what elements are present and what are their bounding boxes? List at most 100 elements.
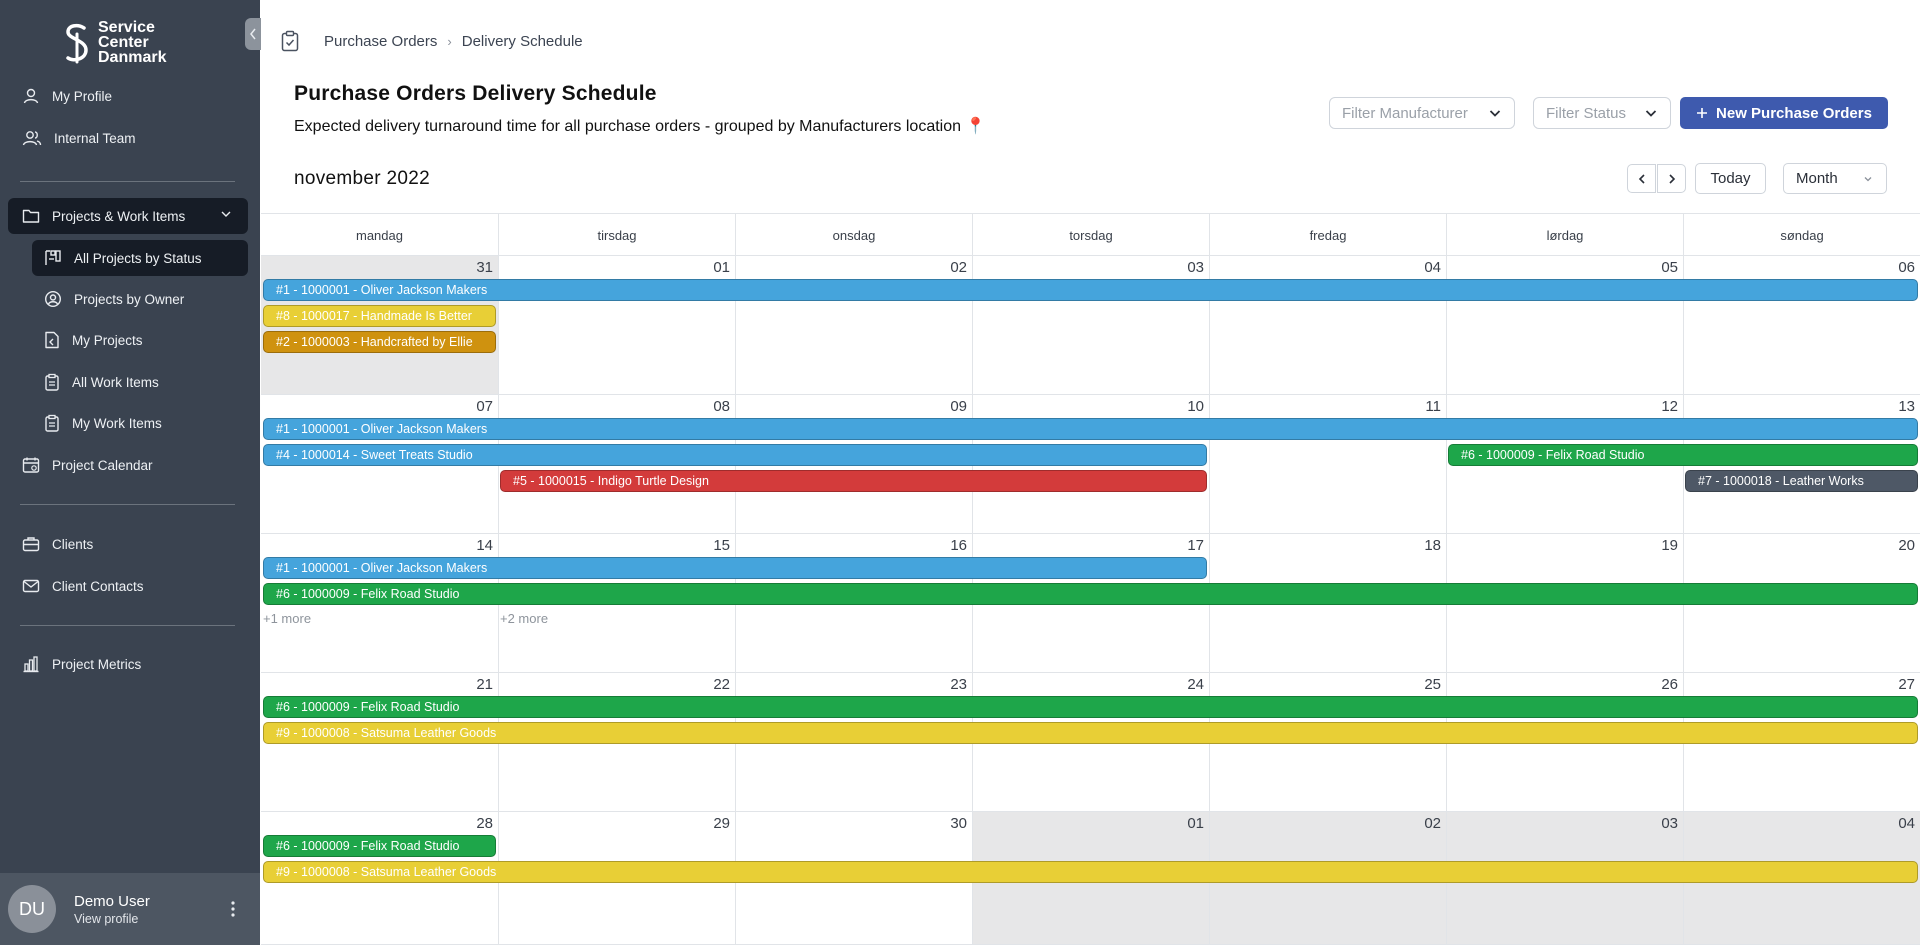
day-number[interactable]: 05 bbox=[1661, 259, 1678, 276]
sidebar-item-project-metrics[interactable]: Project Metrics bbox=[8, 646, 248, 682]
weekday-header: torsdag bbox=[972, 214, 1209, 257]
filter-manufacturer-select[interactable]: Filter Manufacturer bbox=[1329, 97, 1515, 129]
day-number[interactable]: 02 bbox=[1424, 815, 1441, 832]
day-number[interactable]: 17 bbox=[1187, 537, 1204, 554]
day-number[interactable]: 27 bbox=[1898, 676, 1915, 693]
day-number[interactable]: 14 bbox=[476, 537, 493, 554]
day-number[interactable]: 29 bbox=[713, 815, 730, 832]
calendar-next-button[interactable] bbox=[1657, 164, 1686, 193]
sidebar-item-all-projects-by-status[interactable]: All Projects by Status bbox=[32, 240, 248, 276]
sidebar-item-my-projects[interactable]: My Projects bbox=[32, 322, 248, 358]
calendar-day-cell[interactable]: 02 bbox=[735, 256, 972, 395]
user-profile-bar[interactable]: DU Demo User View profile bbox=[0, 873, 260, 945]
day-number[interactable]: 03 bbox=[1661, 815, 1678, 832]
day-number[interactable]: 04 bbox=[1898, 815, 1915, 832]
day-number[interactable]: 28 bbox=[476, 815, 493, 832]
calendar-event[interactable]: #1 - 1000001 - Oliver Jackson Makers bbox=[263, 557, 1207, 579]
day-number[interactable]: 12 bbox=[1661, 398, 1678, 415]
calendar-event[interactable]: #6 - 1000009 - Felix Road Studio bbox=[263, 835, 496, 857]
calendar-day-cell[interactable]: 01 bbox=[498, 256, 735, 395]
breadcrumb-delivery-schedule: Delivery Schedule bbox=[461, 32, 583, 50]
day-number[interactable]: 06 bbox=[1898, 259, 1915, 276]
weekday-header: lørdag bbox=[1446, 214, 1683, 257]
day-number[interactable]: 08 bbox=[713, 398, 730, 415]
day-number[interactable]: 10 bbox=[1187, 398, 1204, 415]
day-number[interactable]: 19 bbox=[1661, 537, 1678, 554]
day-number[interactable]: 24 bbox=[1187, 676, 1204, 693]
calendar-event[interactable]: #1 - 1000001 - Oliver Jackson Makers bbox=[263, 279, 1918, 301]
day-number[interactable]: 18 bbox=[1424, 537, 1441, 554]
calendar-event[interactable]: #6 - 1000009 - Felix Road Studio bbox=[263, 696, 1918, 718]
day-number[interactable]: 20 bbox=[1898, 537, 1915, 554]
sidebar-divider bbox=[20, 181, 235, 182]
calendar-day-cell[interactable]: 06 bbox=[1683, 256, 1920, 395]
calendar-prev-button[interactable] bbox=[1627, 164, 1656, 193]
day-number[interactable]: 22 bbox=[713, 676, 730, 693]
calendar-day-cell[interactable]: 04 bbox=[1209, 256, 1446, 395]
day-number[interactable]: 13 bbox=[1898, 398, 1915, 415]
month-calendar: mandag tirsdag onsdag torsdag fredag lørdag sø… bbox=[261, 213, 1920, 945]
calendar-view-select[interactable]: Month bbox=[1783, 163, 1887, 194]
sidebar-item-my-profile[interactable]: My Profile bbox=[8, 78, 248, 114]
calendar-event[interactable]: #6 - 1000009 - Felix Road Studio bbox=[263, 583, 1918, 605]
day-number[interactable]: 04 bbox=[1424, 259, 1441, 276]
calendar-event[interactable]: #4 - 1000014 - Sweet Treats Studio bbox=[263, 444, 1207, 466]
day-number[interactable]: 02 bbox=[950, 259, 967, 276]
sidebar-divider bbox=[20, 625, 235, 626]
calendar-event[interactable]: #8 - 1000017 - Handmade Is Better bbox=[263, 305, 496, 327]
calendar-day-cell[interactable]: 03 bbox=[972, 256, 1209, 395]
calendar-event[interactable]: #6 - 1000009 - Felix Road Studio bbox=[1448, 444, 1918, 466]
sidebar-divider bbox=[20, 504, 235, 505]
day-number[interactable]: 15 bbox=[713, 537, 730, 554]
day-number[interactable]: 30 bbox=[950, 815, 967, 832]
more-events-link[interactable]: +2 more bbox=[500, 611, 549, 626]
calendar-view-label: Month bbox=[1796, 170, 1838, 187]
sidebar-item-internal-team[interactable]: Internal Team bbox=[8, 120, 248, 156]
sidebar-item-label: All Work Items bbox=[72, 374, 159, 390]
more-events-link[interactable]: +1 more bbox=[263, 611, 312, 626]
day-number[interactable]: 11 bbox=[1425, 398, 1441, 415]
file-icon bbox=[45, 331, 59, 349]
view-profile-link[interactable]: View profile bbox=[74, 911, 139, 926]
calendar-event[interactable]: #1 - 1000001 - Oliver Jackson Makers bbox=[263, 418, 1918, 440]
sidebar-item-client-contacts[interactable]: Client Contacts bbox=[8, 568, 248, 604]
calendar-day-cell[interactable]: 11 bbox=[1209, 395, 1446, 534]
filter-status-placeholder: Filter Status bbox=[1546, 104, 1627, 122]
chevron-down-icon bbox=[221, 211, 231, 217]
logo[interactable]: Service Center Danmark bbox=[62, 20, 166, 66]
sidebar-item-all-work-items[interactable]: All Work Items bbox=[32, 364, 248, 400]
new-purchase-orders-button[interactable]: New Purchase Orders bbox=[1680, 97, 1888, 129]
calendar-event[interactable]: #2 - 1000003 - Handcrafted by Ellie bbox=[263, 331, 496, 353]
sidebar-item-project-calendar[interactable]: Project Calendar bbox=[8, 447, 248, 483]
day-number[interactable]: 16 bbox=[950, 537, 967, 554]
calendar-today-button[interactable]: Today bbox=[1695, 163, 1766, 194]
calendar-event[interactable]: #5 - 1000015 - Indigo Turtle Design bbox=[500, 470, 1207, 492]
day-number[interactable]: 01 bbox=[1187, 815, 1204, 832]
breadcrumb-purchase-orders[interactable]: Purchase Orders bbox=[324, 32, 438, 50]
day-number[interactable]: 26 bbox=[1661, 676, 1678, 693]
calendar-event[interactable]: #9 - 1000008 - Satsuma Leather Goods bbox=[263, 722, 1918, 744]
sidebar-item-projects-by-owner[interactable]: Projects by Owner bbox=[32, 281, 248, 317]
calendar-event[interactable]: #7 - 1000018 - Leather Works bbox=[1685, 470, 1918, 492]
day-number[interactable]: 23 bbox=[950, 676, 967, 693]
calendar-day-cell[interactable]: 05 bbox=[1446, 256, 1683, 395]
sidebar-item-my-work-items[interactable]: My Work Items bbox=[32, 405, 248, 441]
chevron-left-icon bbox=[1638, 173, 1645, 184]
more-vertical-icon[interactable] bbox=[230, 900, 236, 918]
day-number[interactable]: 25 bbox=[1424, 676, 1441, 693]
sidebar-collapse-button[interactable] bbox=[245, 18, 261, 50]
sidebar-item-clients[interactable]: Clients bbox=[8, 526, 248, 562]
weekday-header-row: mandag tirsdag onsdag torsdag fredag lørdag sø… bbox=[261, 213, 1920, 257]
day-number[interactable]: 21 bbox=[476, 676, 493, 693]
day-number[interactable]: 07 bbox=[476, 398, 493, 415]
day-number[interactable]: 31 bbox=[476, 259, 493, 276]
avatar[interactable]: DU bbox=[8, 885, 56, 933]
calendar-event[interactable]: #9 - 1000008 - Satsuma Leather Goods bbox=[263, 861, 1918, 883]
page-subtitle: Expected delivery turnaround time for al… bbox=[294, 118, 986, 135]
filter-status-select[interactable]: Filter Status bbox=[1533, 97, 1671, 129]
sidebar-item-label: My Profile bbox=[52, 88, 113, 104]
day-number[interactable]: 01 bbox=[713, 259, 730, 276]
day-number[interactable]: 03 bbox=[1187, 259, 1204, 276]
day-number[interactable]: 09 bbox=[950, 398, 967, 415]
sidebar-group-projects-work-items[interactable]: Projects & Work Items bbox=[8, 198, 248, 234]
